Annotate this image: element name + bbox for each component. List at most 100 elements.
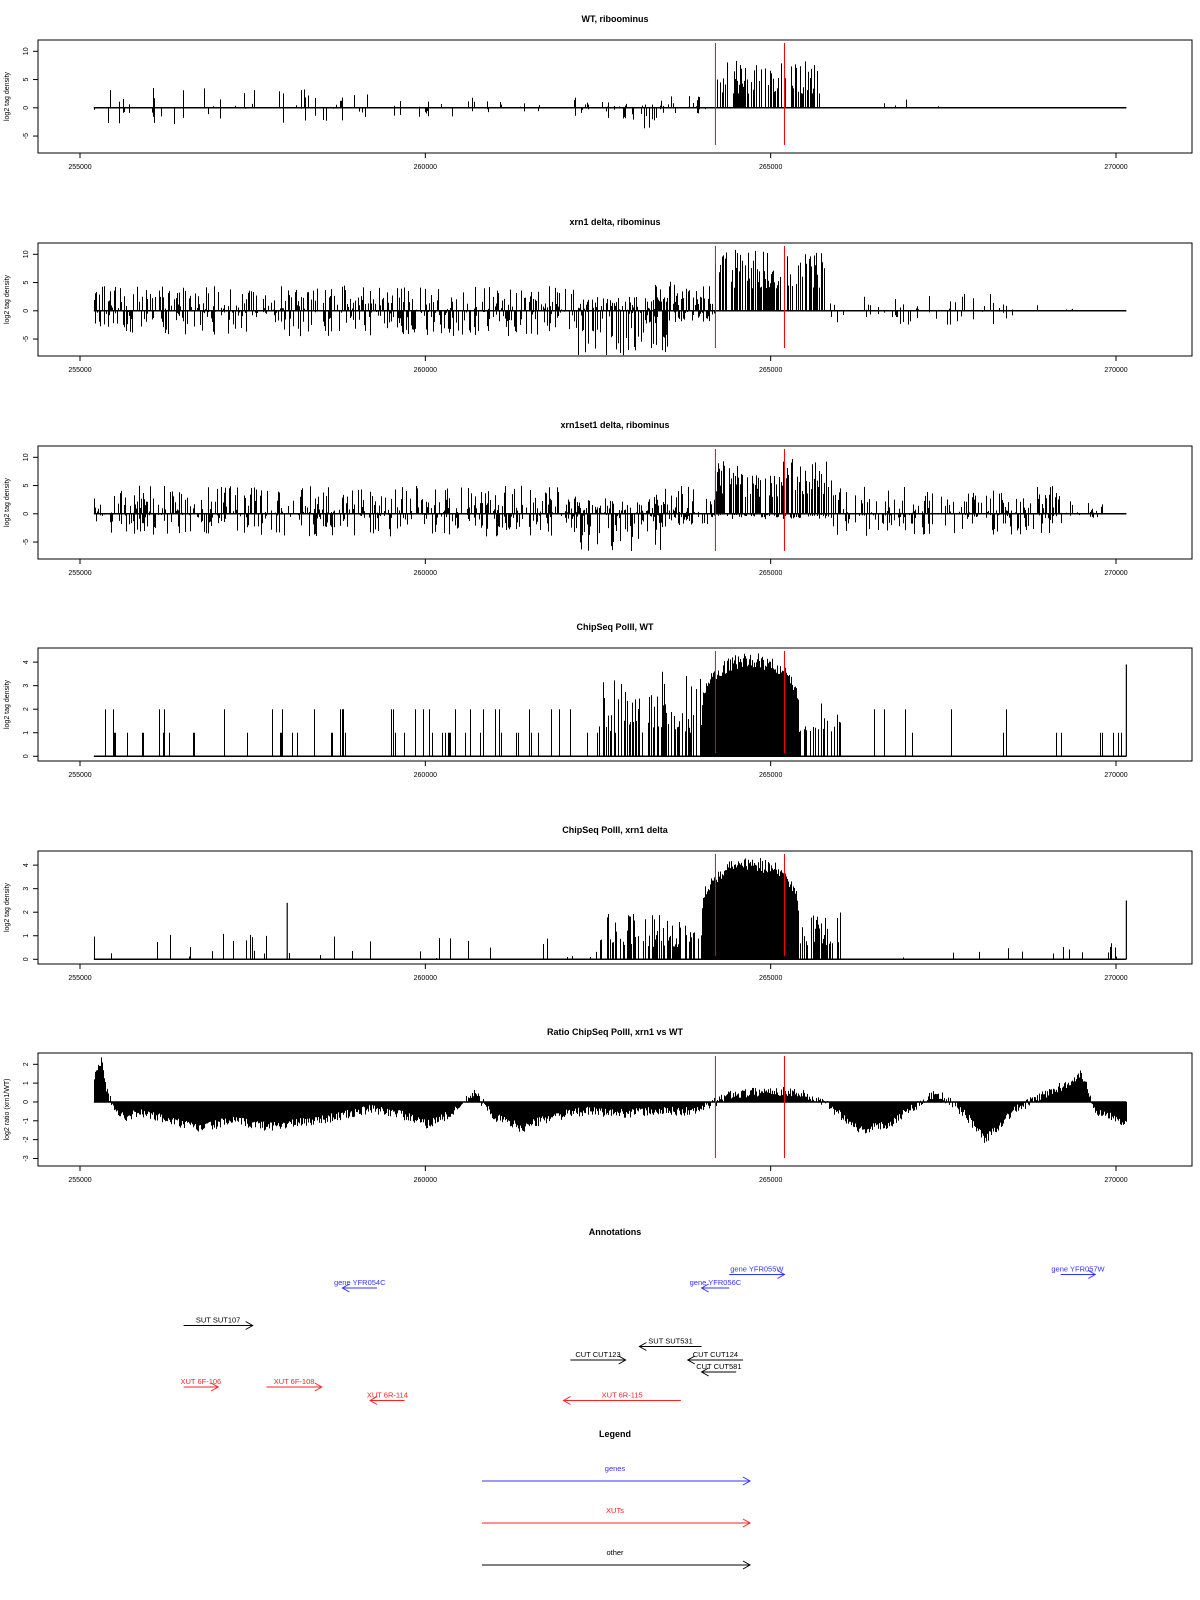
y-axis-label: log2 ratio (xrn1/WT)	[4, 1079, 11, 1141]
series	[94, 858, 1127, 960]
y-tick-label: 2	[23, 707, 30, 711]
x-tick-label: 255000	[68, 1177, 91, 1184]
y-tick-label: -5	[23, 336, 30, 342]
y-tick-label: 1	[23, 934, 30, 938]
x-tick-label: 255000	[68, 772, 91, 779]
chart-panel-3: ChipSeq PolII, WT log2 tag density 0 1 2 3 4 25…	[4, 622, 1193, 779]
y-tick-label: 5	[23, 281, 30, 285]
y-tick-label: 0	[23, 957, 30, 961]
x-tick-label: 270000	[1104, 1177, 1127, 1184]
chart-panel-5: Ratio ChipSeq PolII, xrn1 vs WT log2 rati…	[4, 1027, 1193, 1184]
legend: Legend genes XUTs other	[482, 1429, 752, 1570]
panel-title: ChipSeq PolII, WT	[577, 622, 654, 632]
series	[94, 459, 1103, 551]
annotation-feature: XUT 6F-106	[181, 1377, 222, 1392]
x-tick-label: 265000	[759, 772, 782, 779]
series	[94, 60, 939, 129]
y-tick-label: -2	[23, 1136, 30, 1142]
annotation-arrow-head	[369, 1396, 378, 1405]
x-tick-label: 270000	[1104, 570, 1127, 577]
x-tick-label: 265000	[759, 1177, 782, 1184]
x-tick-label: 270000	[1104, 975, 1127, 982]
annotation-feature: CUT CUT581	[696, 1362, 742, 1377]
panel-title: Ratio ChipSeq PolII, xrn1 vs WT	[547, 1027, 684, 1037]
plot-frame	[37, 242, 1193, 357]
y-axis-label: log2 tag density	[4, 882, 11, 932]
legend-item: XUTs	[482, 1506, 752, 1528]
legend-title: Legend	[599, 1429, 631, 1439]
legend-item: other	[482, 1548, 752, 1570]
annotation-arrow-head	[700, 1367, 709, 1377]
annotation-arrow-head	[314, 1382, 323, 1392]
x-tick-label: 255000	[68, 570, 91, 577]
series	[94, 249, 1073, 356]
x-tick-label: 265000	[759, 975, 782, 982]
panel-title: xrn1set1 delta, ribominus	[560, 420, 669, 430]
legend-label: XUTs	[606, 1506, 624, 1515]
y-axis-label: log2 tag density	[4, 274, 11, 324]
legend-arrow-head	[742, 1560, 752, 1570]
plot-frame	[37, 445, 1193, 560]
legend-arrow-head	[742, 1518, 752, 1528]
annotation-arrow-head	[618, 1355, 627, 1365]
annotation-label: gene YFR056C	[690, 1278, 742, 1287]
series	[94, 1057, 1127, 1143]
annotation-feature: SUT SUT531	[638, 1337, 702, 1351]
annotation-feature: CUT CUT124	[686, 1350, 744, 1365]
annotation-feature: XUT 6F-108	[266, 1377, 323, 1392]
y-tick-label: 5	[23, 78, 30, 82]
y-tick-label: 5	[23, 484, 30, 488]
annotation-label: gene YFR055W	[730, 1265, 784, 1274]
annotation-arrow-head	[700, 1283, 709, 1293]
x-tick-label: 265000	[759, 367, 782, 374]
x-tick-label: 260000	[414, 367, 437, 374]
annotation-feature: gene YFR055W	[729, 1265, 786, 1279]
annotation-feature: gene YFR057W	[1051, 1265, 1106, 1279]
annotation-label: gene YFR054C	[334, 1278, 386, 1287]
annotation-feature: XUT 6R-115	[562, 1391, 681, 1405]
annotation-feature: XUT 6R-114	[367, 1391, 408, 1405]
x-tick-label: 270000	[1104, 367, 1127, 374]
legend-arrow-head	[742, 1476, 752, 1486]
y-tick-label: 4	[23, 863, 30, 867]
x-tick-label: 255000	[68, 367, 91, 374]
y-tick-label: -5	[23, 539, 30, 545]
y-tick-label: 10	[23, 47, 30, 55]
annotation-feature: SUT SUT107	[183, 1316, 254, 1330]
y-tick-label: 0	[23, 512, 30, 516]
annotation-feature: CUT CUT123	[570, 1350, 627, 1365]
y-tick-label: 3	[23, 684, 30, 688]
plot-frame	[37, 647, 1193, 762]
y-tick-label: 0	[23, 309, 30, 313]
x-tick-label: 260000	[414, 975, 437, 982]
annotation-label: CUT CUT124	[693, 1350, 738, 1359]
annotation-label: SUT SUT107	[196, 1316, 240, 1325]
x-tick-label: 255000	[68, 975, 91, 982]
chart-panel-1: xrn1 delta, ribominus log2 tag density -5 0…	[4, 217, 1193, 374]
chart-panel-2: xrn1set1 delta, ribominus log2 tag densit…	[4, 420, 1193, 577]
y-tick-label: 0	[23, 1100, 30, 1104]
legend-item: genes	[482, 1464, 752, 1486]
y-tick-label: 1	[23, 1081, 30, 1085]
panel-title: WT, riboominus	[582, 14, 649, 24]
y-tick-label: 4	[23, 660, 30, 664]
y-tick-label: -3	[23, 1155, 30, 1161]
annotation-label: SUT SUT531	[648, 1337, 692, 1346]
annotation-label: XUT 6F-106	[181, 1377, 222, 1386]
y-tick-label: 2	[23, 910, 30, 914]
x-tick-label: 260000	[414, 164, 437, 171]
annotation-arrow-head	[777, 1270, 786, 1279]
y-tick-label: 10	[23, 250, 30, 258]
annotation-label: gene YFR057W	[1051, 1265, 1105, 1274]
y-tick-label: 0	[23, 106, 30, 110]
x-tick-label: 270000	[1104, 164, 1127, 171]
x-tick-label: 265000	[759, 164, 782, 171]
legend-label: genes	[605, 1464, 626, 1473]
plot-frame	[37, 1052, 1193, 1167]
y-tick-label: 10	[23, 453, 30, 461]
annotation-label: XUT 6F-108	[274, 1377, 315, 1386]
y-tick-label: -5	[23, 133, 30, 139]
annotation-arrow-head	[210, 1382, 220, 1392]
x-tick-label: 255000	[68, 164, 91, 171]
x-tick-label: 265000	[759, 570, 782, 577]
